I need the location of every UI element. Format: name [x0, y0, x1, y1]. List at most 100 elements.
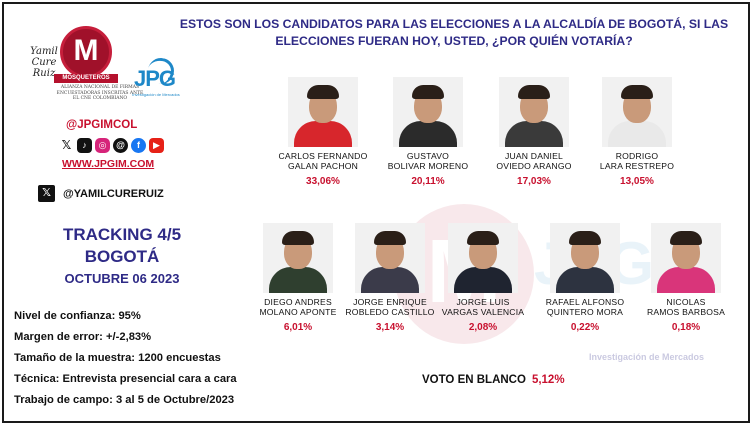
- candidate-card: RODRIGO LARA RESTREPO 13,05%: [582, 77, 692, 187]
- candidate-photo: [288, 77, 358, 147]
- mosqueteros-logo: M: [60, 26, 112, 78]
- x-icon[interactable]: 𝕏: [59, 137, 74, 153]
- candidate-percentage: 0,18%: [671, 322, 701, 333]
- fact-fieldwork: Trabajo de campo: 3 al 5 de Octubre/2023: [14, 394, 235, 406]
- watermark-caption: Investigación de Mercados: [589, 352, 705, 362]
- hair: [569, 231, 601, 245]
- shirt: [556, 267, 614, 293]
- name-line1: NICOLAS: [666, 297, 706, 307]
- hair: [412, 85, 444, 99]
- candidate-card: RAFAEL ALFONSO QUINTERO MORA 0,22%: [530, 223, 640, 333]
- name-line2: OVIEDO ARANGO: [496, 161, 572, 171]
- candidate-name: JORGE ENRIQUE ROBLEDO CASTILLO: [335, 297, 445, 317]
- hair: [518, 85, 550, 99]
- shirt: [361, 267, 419, 293]
- tracking-title: TRACKING 4/5 BOGOTÁ: [22, 224, 222, 268]
- poll-question: ESTOS SON LOS CANDIDATOS PARA LAS ELECCI…: [179, 17, 729, 48]
- candidate-card: DIEGO ANDRES MOLANO APONTE 6,01%: [243, 223, 353, 333]
- jpg-logo-text: JPG: [134, 66, 176, 91]
- candidate-name: JUAN DANIEL OVIEDO ARANGO: [479, 151, 589, 171]
- candidate-photo: [393, 77, 463, 147]
- candidate-photo: [651, 223, 721, 293]
- candidate-percentage: 33,06%: [306, 176, 340, 187]
- tracking-date: OCTUBRE 06 2023: [64, 271, 180, 286]
- signature-text: Yamil Cure Ruiz: [30, 46, 58, 79]
- shirt: [399, 121, 457, 147]
- candidate-card: CARLOS FERNANDO GALAN PACHON 33,06%: [268, 77, 378, 187]
- tiktok-icon[interactable]: ♪: [77, 137, 92, 153]
- candidate-photo: [499, 77, 569, 147]
- fact-technique: Técnica: Entrevista presencial cara a ca…: [14, 373, 237, 385]
- name-line1: JORGE ENRIQUE: [353, 297, 427, 307]
- candidate-name: RODRIGO LARA RESTREPO: [582, 151, 692, 171]
- name-line1: CARLOS FERNANDO: [278, 151, 368, 161]
- jpg-logo: JPG Investigación de Mercados: [130, 55, 180, 102]
- hair: [670, 231, 702, 245]
- candidate-card: JORGE ENRIQUE ROBLEDO CASTILLO 3,14%: [335, 223, 445, 333]
- tracking-line1: TRACKING 4/5: [62, 225, 182, 244]
- signature-logo: Yamil Cure Ruiz: [20, 46, 68, 79]
- youtube-icon[interactable]: ▶: [149, 137, 164, 153]
- methodology: Nivel de confianza: 95% Margen de error:…: [14, 306, 314, 411]
- candidate-photo: [355, 223, 425, 293]
- facebook-icon[interactable]: f: [131, 137, 146, 153]
- hair: [307, 85, 339, 99]
- candidate-photo: [263, 223, 333, 293]
- threads-icon[interactable]: @: [113, 137, 128, 153]
- candidate-photo: [448, 223, 518, 293]
- candidate-photo: [602, 77, 672, 147]
- shirt: [608, 121, 666, 147]
- website-link[interactable]: WWW.JPGIM.COM: [62, 158, 155, 170]
- name-line2: RAMOS BARBOSA: [646, 307, 726, 317]
- name-line1: DIEGO ANDRES: [264, 297, 332, 307]
- name-line1: RODRIGO: [615, 151, 659, 161]
- social-handle[interactable]: @JPGIMCOL: [66, 119, 138, 131]
- name-line2: QUINTERO MORA: [546, 307, 624, 317]
- candidate-name: GUSTAVO BOLIVAR MORENO: [373, 151, 483, 171]
- x-account[interactable]: 𝕏 @YAMILCURERUIZ: [38, 185, 164, 202]
- name-line2: GALAN PACHON: [287, 161, 359, 171]
- logo-letter: M: [73, 34, 99, 67]
- hair: [282, 231, 314, 245]
- candidate-percentage: 17,03%: [517, 176, 551, 187]
- candidate-name: NICOLAS RAMOS BARBOSA: [631, 297, 741, 317]
- x-handle: @YAMILCURERUIZ: [63, 187, 164, 200]
- shirt: [294, 121, 352, 147]
- fact-sample: Tamaño de la muestra: 1200 encuestas: [14, 352, 221, 364]
- tracking-line2: BOGOTÁ: [84, 247, 160, 266]
- candidate-percentage: 20,11%: [411, 176, 445, 187]
- name-line2: MOLANO APONTE: [259, 307, 337, 317]
- candidate-percentage: 3,14%: [375, 322, 405, 333]
- social-icons: 𝕏 ♪ ◎ @ f ▶: [59, 137, 164, 153]
- brand-logos: Yamil Cure Ruiz M MOSQUETEROS ALIANZA NA…: [20, 26, 180, 108]
- candidate-percentage: 0,22%: [570, 322, 600, 333]
- shirt: [505, 121, 563, 147]
- name-line2: ROBLEDO CASTILLO: [345, 307, 435, 317]
- name-line2: LARA RESTREPO: [599, 161, 675, 171]
- name-line2: BOLIVAR MORENO: [387, 161, 469, 171]
- name-line1: RAFAEL ALFONSO: [545, 297, 625, 307]
- candidate-card: NICOLAS RAMOS BARBOSA 0,18%: [631, 223, 741, 333]
- instagram-icon[interactable]: ◎: [95, 137, 110, 153]
- logo-ribbon: MOSQUETEROS: [54, 74, 118, 83]
- candidate-card: GUSTAVO BOLIVAR MORENO 20,11%: [373, 77, 483, 187]
- shirt: [657, 267, 715, 293]
- hair: [374, 231, 406, 245]
- blank-vote-label: VOTO EN BLANCO: [422, 374, 526, 386]
- name-line1: JORGE LUIS: [456, 297, 510, 307]
- x-logo-icon: 𝕏: [38, 185, 55, 202]
- fact-confidence: Nivel de confianza: 95%: [14, 310, 141, 322]
- logo-caption: ALIANZA NACIONAL DE FIRMAS ENCUESTADORAS…: [56, 85, 144, 101]
- candidate-name: DIEGO ANDRES MOLANO APONTE: [243, 297, 353, 317]
- candidate-percentage: 6,01%: [283, 322, 313, 333]
- jpg-logo-caption: Investigación de Mercados: [132, 92, 180, 97]
- shirt: [269, 267, 327, 293]
- candidate-card: JUAN DANIEL OVIEDO ARANGO 17,03%: [479, 77, 589, 187]
- name-line2: VARGAS VALENCIA: [441, 307, 525, 317]
- blank-vote: VOTO EN BLANCO 5,12%: [422, 374, 565, 386]
- candidate-name: CARLOS FERNANDO GALAN PACHON: [268, 151, 378, 171]
- candidate-photo: [550, 223, 620, 293]
- shirt: [454, 267, 512, 293]
- candidate-card: JORGE LUIS VARGAS VALENCIA 2,08%: [428, 223, 538, 333]
